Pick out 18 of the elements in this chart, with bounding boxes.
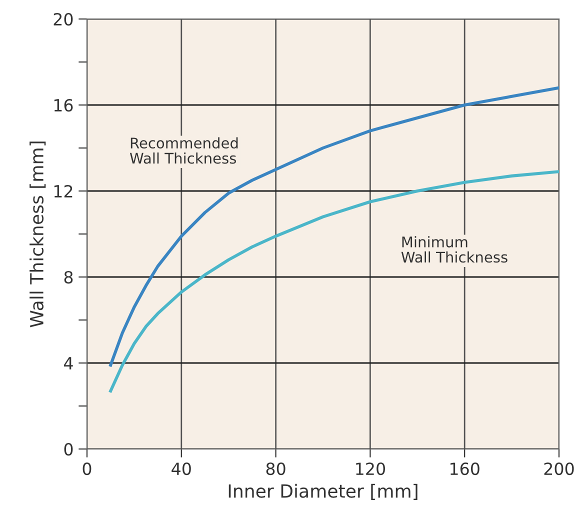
x-axis-title: Inner Diameter [mm] (228, 484, 418, 500)
y-axis-title: Wall Thickness [mm] (30, 142, 46, 328)
x-tick-label: 0 (82, 462, 92, 476)
x-tick-label: 80 (266, 462, 286, 476)
y-tick-label: 16 (54, 98, 73, 112)
x-tick-label: 160 (450, 462, 480, 476)
line-series (109, 170, 559, 392)
x-tick-label: 40 (172, 462, 191, 476)
line-series (109, 86, 559, 367)
y-tick-label: 8 (64, 270, 73, 284)
y-tick-label: 4 (64, 357, 73, 370)
series-label: Recommended Wall Thickness (130, 137, 238, 164)
y-tick-label: 12 (54, 184, 72, 198)
text: Minimum Wall Thickness (401, 236, 508, 263)
y-tick-label: 0 (64, 442, 73, 456)
y-tick-label: 20 (54, 12, 73, 26)
x-tick-label: 200 (544, 462, 574, 476)
x-tick-label: 120 (356, 462, 385, 476)
